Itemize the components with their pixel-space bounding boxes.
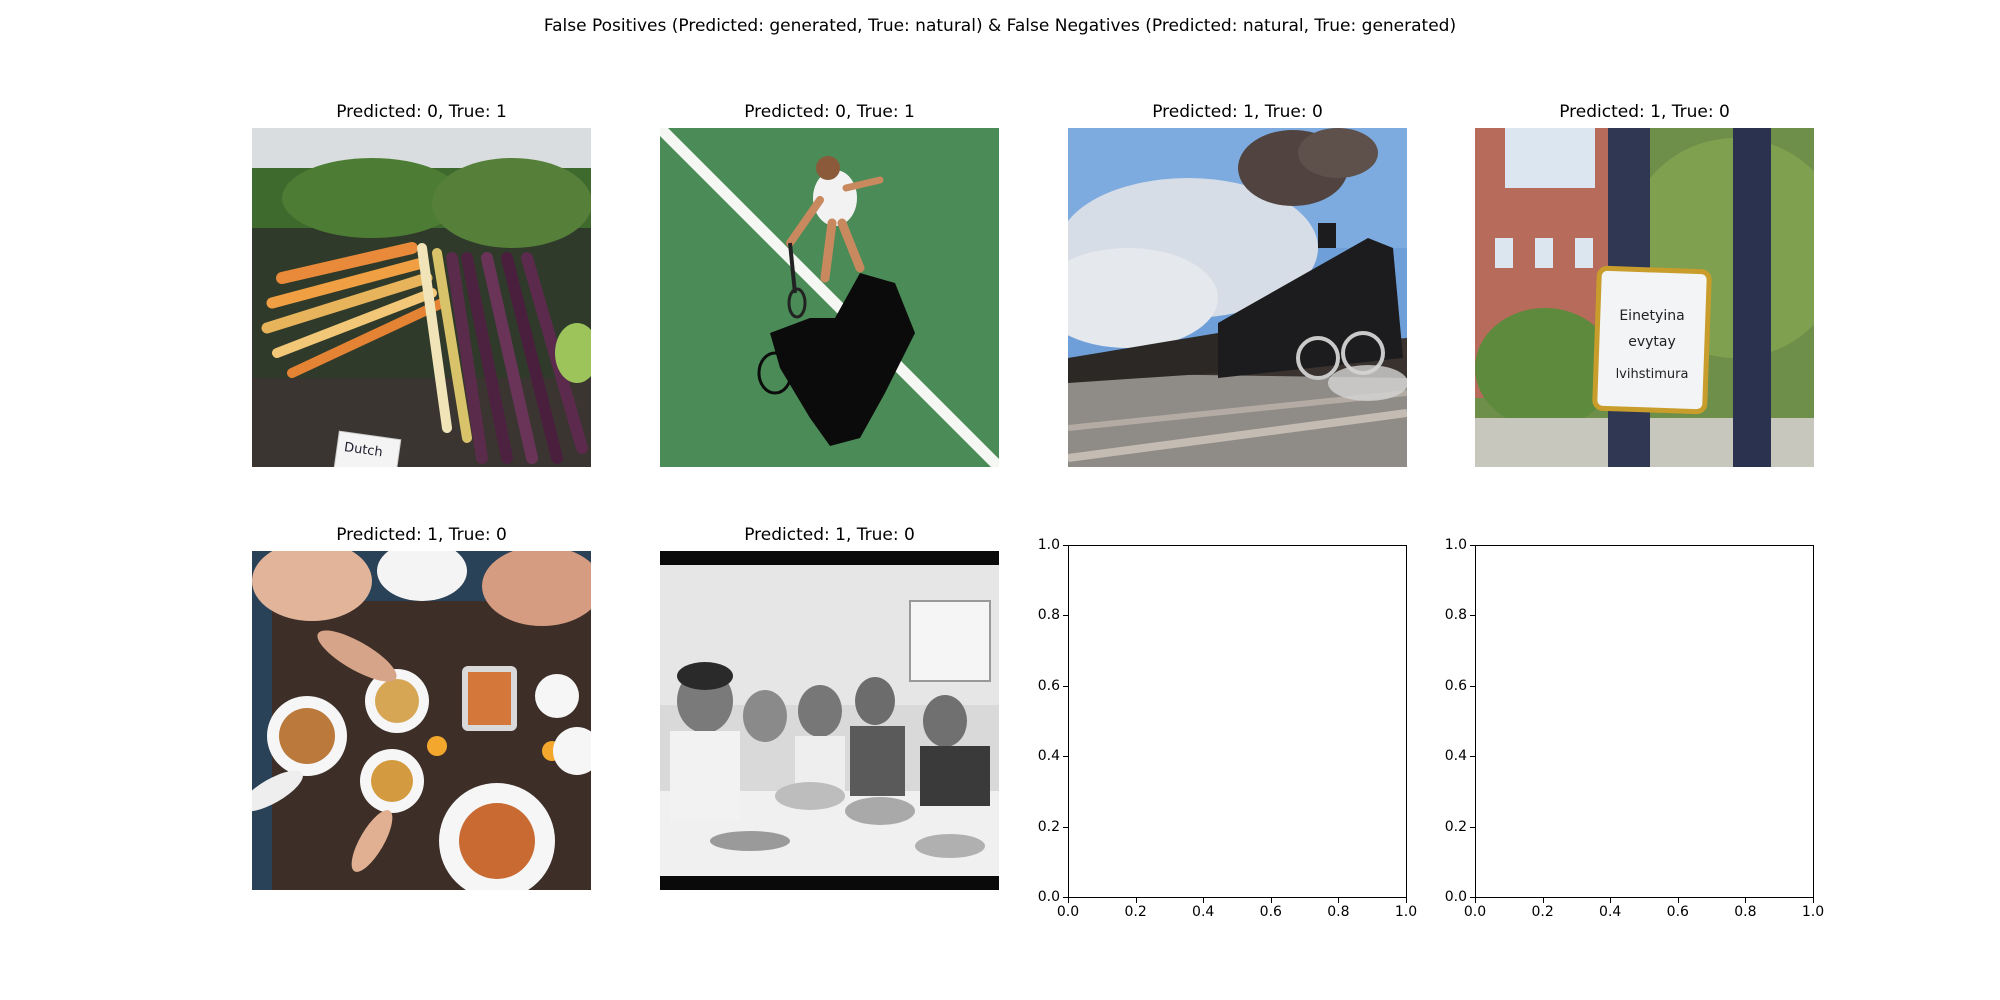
y-tick: [1470, 897, 1475, 898]
x-tick-label: 0.0: [1056, 904, 1080, 920]
x-tick-label: 1.0: [1801, 904, 1825, 920]
y-tick: [1470, 826, 1475, 828]
x-tick-label: 1.0: [1394, 904, 1418, 920]
sign-text-line-2: evytay: [1628, 334, 1676, 350]
x-tick-label: 0.2: [1531, 904, 1554, 920]
x-tick-label: 0.4: [1599, 904, 1622, 920]
y-tick: [1063, 826, 1068, 828]
y-tick-label: 0.2: [1444, 818, 1467, 835]
y-tick-label: 0.8: [1444, 607, 1467, 624]
y-tick-label: 0.0: [1037, 889, 1060, 905]
x-tick: [1068, 898, 1069, 903]
x-tick-label: 0.6: [1666, 904, 1689, 920]
carrot-sign-text: Dutch: [343, 440, 383, 460]
y-tick-label: 0.4: [1037, 748, 1060, 765]
y-tick: [1470, 756, 1475, 758]
y-tick-label: 0.6: [1037, 677, 1060, 694]
x-tick-label: 0.0: [1463, 904, 1487, 920]
y-tick-label: 1.0: [1037, 537, 1060, 553]
y-tick: [1063, 685, 1068, 687]
train-photo: [1068, 128, 1407, 467]
x-tick: [1542, 898, 1544, 903]
y-tick-label: 0.2: [1037, 818, 1060, 835]
sign-text-line-3: lvihstimura: [1616, 367, 1689, 382]
x-tick: [1203, 898, 1205, 903]
panel-title-6: Predicted: 1, True: 0: [744, 525, 915, 545]
y-tick-label: 0.4: [1444, 748, 1467, 765]
y-tick: [1063, 897, 1068, 898]
panel-title-1: Predicted: 0, True: 1: [336, 102, 507, 122]
y-tick: [1063, 615, 1068, 617]
x-tick: [1677, 898, 1679, 903]
kitchen-bw-photo: [660, 551, 999, 890]
x-tick: [1135, 898, 1137, 903]
panel-title-2: Predicted: 0, True: 1: [744, 102, 915, 122]
y-tick: [1470, 615, 1475, 617]
x-tick: [1813, 898, 1814, 903]
y-tick-label: 0.0: [1444, 889, 1467, 905]
empty-axes-1: [1068, 545, 1407, 898]
y-tick: [1063, 756, 1068, 758]
y-tick: [1470, 685, 1475, 687]
panel-title-4: Predicted: 1, True: 0: [1559, 102, 1730, 122]
y-tick-label: 0.6: [1444, 677, 1467, 694]
tennis-photo: [660, 128, 999, 467]
x-tick: [1475, 898, 1476, 903]
x-tick-label: 0.8: [1327, 904, 1350, 920]
x-tick: [1406, 898, 1407, 903]
carrots-photo: Dutch: [252, 128, 591, 467]
x-tick: [1270, 898, 1272, 903]
x-tick-label: 0.4: [1192, 904, 1215, 920]
y-tick-label: 0.8: [1037, 607, 1060, 624]
x-tick: [1338, 898, 1340, 903]
food-table-photo: [252, 551, 591, 890]
panel-title-3: Predicted: 1, True: 0: [1152, 102, 1323, 122]
y-tick-label: 1.0: [1444, 537, 1467, 553]
panel-title-5: Predicted: 1, True: 0: [336, 525, 507, 545]
x-tick-label: 0.8: [1734, 904, 1757, 920]
x-tick: [1610, 898, 1612, 903]
sign-photo: Einetyina evytay lvihstimura: [1475, 128, 1814, 467]
figure-title: False Positives (Predicted: generated, T…: [543, 16, 1457, 36]
x-tick: [1745, 898, 1747, 903]
x-tick-label: 0.6: [1259, 904, 1282, 920]
y-tick: [1063, 545, 1068, 546]
empty-axes-2: [1475, 545, 1814, 898]
y-tick: [1470, 545, 1475, 546]
x-tick-label: 0.2: [1124, 904, 1147, 920]
sign-text-line-1: Einetyina: [1619, 308, 1684, 324]
